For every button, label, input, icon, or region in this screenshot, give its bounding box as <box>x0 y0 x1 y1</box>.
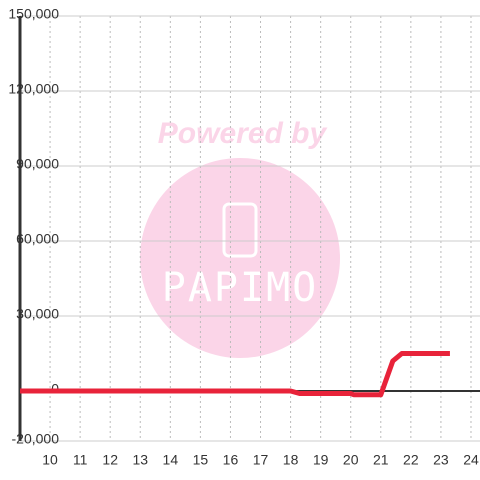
watermark-brand: PAPIMO <box>162 265 319 311</box>
y-tick-label: 120,000 <box>8 81 59 97</box>
x-tick-label: 14 <box>163 452 179 468</box>
y-tick-label: 60,000 <box>16 231 59 247</box>
x-tick-label: 11 <box>73 452 88 468</box>
watermark: Powered by PAPIMO <box>140 117 340 358</box>
x-tick-label: 15 <box>193 452 209 468</box>
watermark-top: Powered by <box>158 117 328 150</box>
x-tick-label: 24 <box>463 452 479 468</box>
y-tick-label: 150,000 <box>8 6 59 22</box>
data-line <box>20 351 450 398</box>
x-tick-label: 10 <box>42 452 58 468</box>
x-tick-label: 19 <box>313 452 329 468</box>
y-tick-label: 90,000 <box>16 156 59 172</box>
x-tick-label: 23 <box>433 452 449 468</box>
watermark-circle <box>140 158 340 358</box>
x-tick-label: 20 <box>343 452 359 468</box>
x-tick-label: 17 <box>253 452 269 468</box>
y-tick-label: 30,000 <box>16 306 59 322</box>
x-tick-label: 12 <box>102 452 118 468</box>
x-tick-label: 18 <box>283 452 299 468</box>
x-tick-label: 13 <box>132 452 148 468</box>
y-tick-label: -20,000 <box>12 431 60 447</box>
x-tick-label: 22 <box>403 452 419 468</box>
x-tick-label: 21 <box>373 452 389 468</box>
x-tick-label: 16 <box>223 452 239 468</box>
phone-icon <box>222 202 258 258</box>
